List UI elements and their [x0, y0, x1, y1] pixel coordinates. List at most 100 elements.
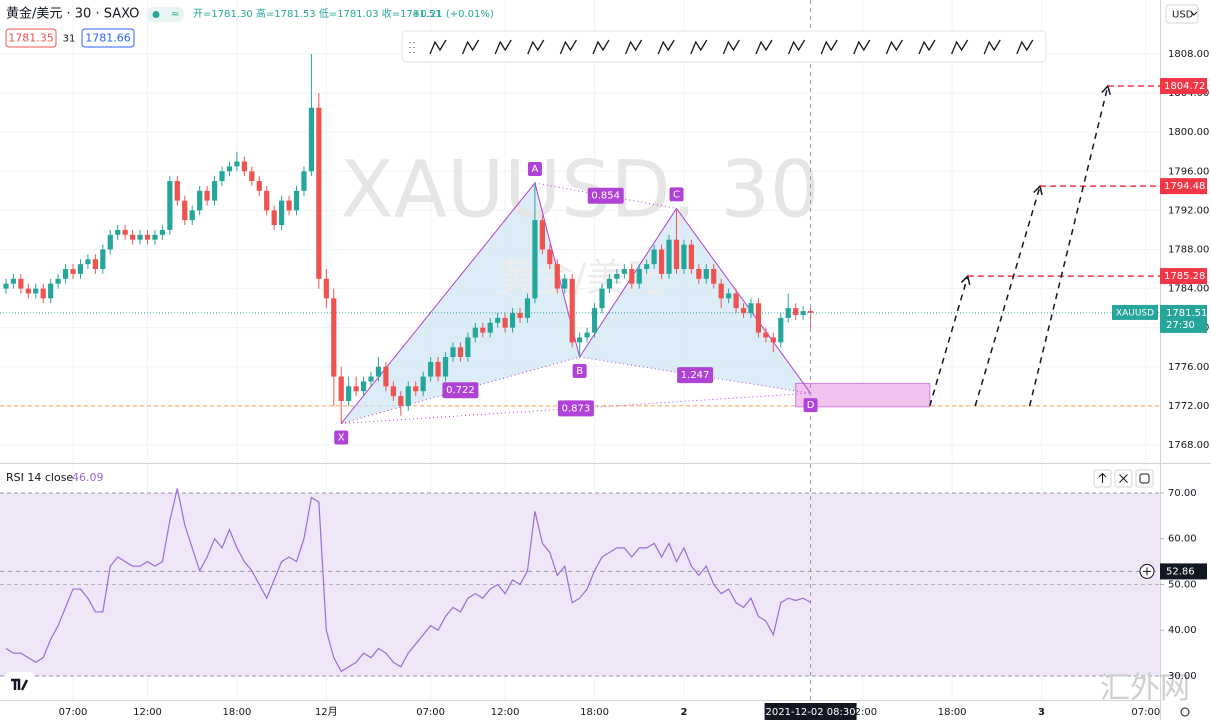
- x-tick-label: 07:00: [1131, 707, 1160, 718]
- candle-body: [562, 278, 568, 289]
- tool-icon: [494, 39, 512, 55]
- price-tag-value: 1781.51: [1166, 308, 1207, 319]
- candle-body: [457, 347, 464, 358]
- arrow-head: [960, 274, 971, 286]
- x-tick-label: 18:00: [938, 707, 967, 718]
- ratio-label: 0.854: [591, 191, 620, 202]
- plot-layer: [0, 0, 1160, 700]
- ratio-tag: [587, 187, 624, 204]
- candle-body: [70, 269, 76, 274]
- candle-body: [167, 181, 173, 230]
- logo-mark: [11, 678, 29, 691]
- tool-icon: [820, 39, 838, 55]
- projection-arrow: [929, 275, 969, 407]
- candle-body: [577, 337, 583, 343]
- settings-icon[interactable]: [1180, 707, 1190, 717]
- candle-body: [279, 200, 285, 226]
- candle-body: [189, 210, 195, 221]
- candle-body: [331, 298, 337, 377]
- candle-body: [644, 264, 650, 270]
- drawing-toolbar: [401, 30, 1047, 63]
- under-layer: [0, 0, 1160, 700]
- candle-body: [308, 107, 315, 172]
- candle-body: [316, 107, 322, 279]
- ratio-tag: [557, 400, 594, 417]
- candle-body: [18, 278, 24, 289]
- tool-icon: [951, 39, 969, 55]
- up-icon: [1098, 472, 1107, 483]
- currency-button[interactable]: [1165, 4, 1199, 24]
- candle-body: [368, 376, 374, 382]
- status-dot: [152, 11, 160, 18]
- point-label: B: [576, 366, 583, 377]
- site-mark: 汇外网: [1100, 671, 1190, 706]
- currency: USD: [1172, 10, 1194, 21]
- x-tick-label: 12:00: [491, 707, 520, 718]
- point-label: A: [532, 164, 539, 175]
- candle-body: [621, 269, 627, 274]
- candle-body: [25, 288, 31, 294]
- candle-body: [55, 278, 61, 284]
- tool-icon: [559, 39, 577, 55]
- candle-body: [293, 190, 300, 211]
- candle-body: [159, 229, 166, 235]
- symbol[interactable]: 黄金/美元 · 30 · SAXO: [6, 6, 139, 22]
- point-tag: [803, 398, 818, 413]
- candle-body: [532, 220, 538, 299]
- candle-body: [726, 293, 732, 299]
- candle-body: [673, 239, 680, 270]
- candle-body: [234, 161, 240, 167]
- arrow-head: [1033, 184, 1043, 196]
- rsi-value: 46.09: [72, 471, 104, 484]
- candle-body: [599, 288, 605, 309]
- x-tick-label: 12:00: [848, 707, 877, 718]
- candle-body: [241, 161, 247, 172]
- tool-icon: [690, 39, 708, 55]
- bid-box[interactable]: [5, 28, 57, 48]
- candle-body: [636, 269, 642, 284]
- candle-body: [413, 386, 419, 392]
- candle-body: [785, 308, 791, 318]
- candle-body: [539, 220, 545, 250]
- candle-body: [584, 332, 590, 338]
- point-tag: [334, 430, 349, 445]
- spread: 31: [63, 34, 76, 45]
- candle-body: [517, 313, 523, 318]
- x-tick-label: 07:00: [416, 707, 445, 718]
- candle-body: [33, 288, 39, 294]
- candle-body: [144, 234, 151, 240]
- candle-body: [77, 264, 84, 274]
- bid: 1781.35: [8, 32, 54, 45]
- candle-body: [748, 303, 754, 314]
- pane-maximize-button[interactable]: [1135, 469, 1154, 488]
- ask-box[interactable]: [81, 28, 135, 48]
- candle-body: [711, 269, 717, 284]
- candle-body: [286, 200, 292, 211]
- close-icon: [1119, 474, 1128, 483]
- candle-body: [472, 327, 478, 338]
- y-tick-label: 60.00: [1168, 534, 1197, 545]
- candle-body: [353, 386, 359, 392]
- ask: 1781.66: [85, 32, 131, 45]
- y-tick-label: 1796.00: [1168, 166, 1209, 177]
- candle-body: [182, 200, 188, 221]
- point-tag: [572, 364, 587, 379]
- candle-body: [122, 229, 128, 235]
- change: +0.21 (+0.01%): [412, 9, 494, 20]
- status-pill[interactable]: [146, 7, 184, 22]
- candle-body: [718, 283, 724, 299]
- y-tick-label: 1768.00: [1168, 440, 1209, 451]
- target-label: 1785.28: [1164, 271, 1205, 282]
- candle-body: [696, 269, 702, 279]
- candle-body: [442, 357, 449, 377]
- ratio-label: 0.722: [446, 385, 475, 396]
- candle-body: [793, 308, 799, 315]
- tool-icon: [788, 39, 806, 55]
- price-tag: [1160, 304, 1207, 333]
- tool-icon: [885, 39, 903, 55]
- candle-body: [524, 298, 531, 318]
- candle-body: [465, 337, 471, 358]
- candle-body: [211, 181, 218, 201]
- candle-body: [450, 347, 456, 358]
